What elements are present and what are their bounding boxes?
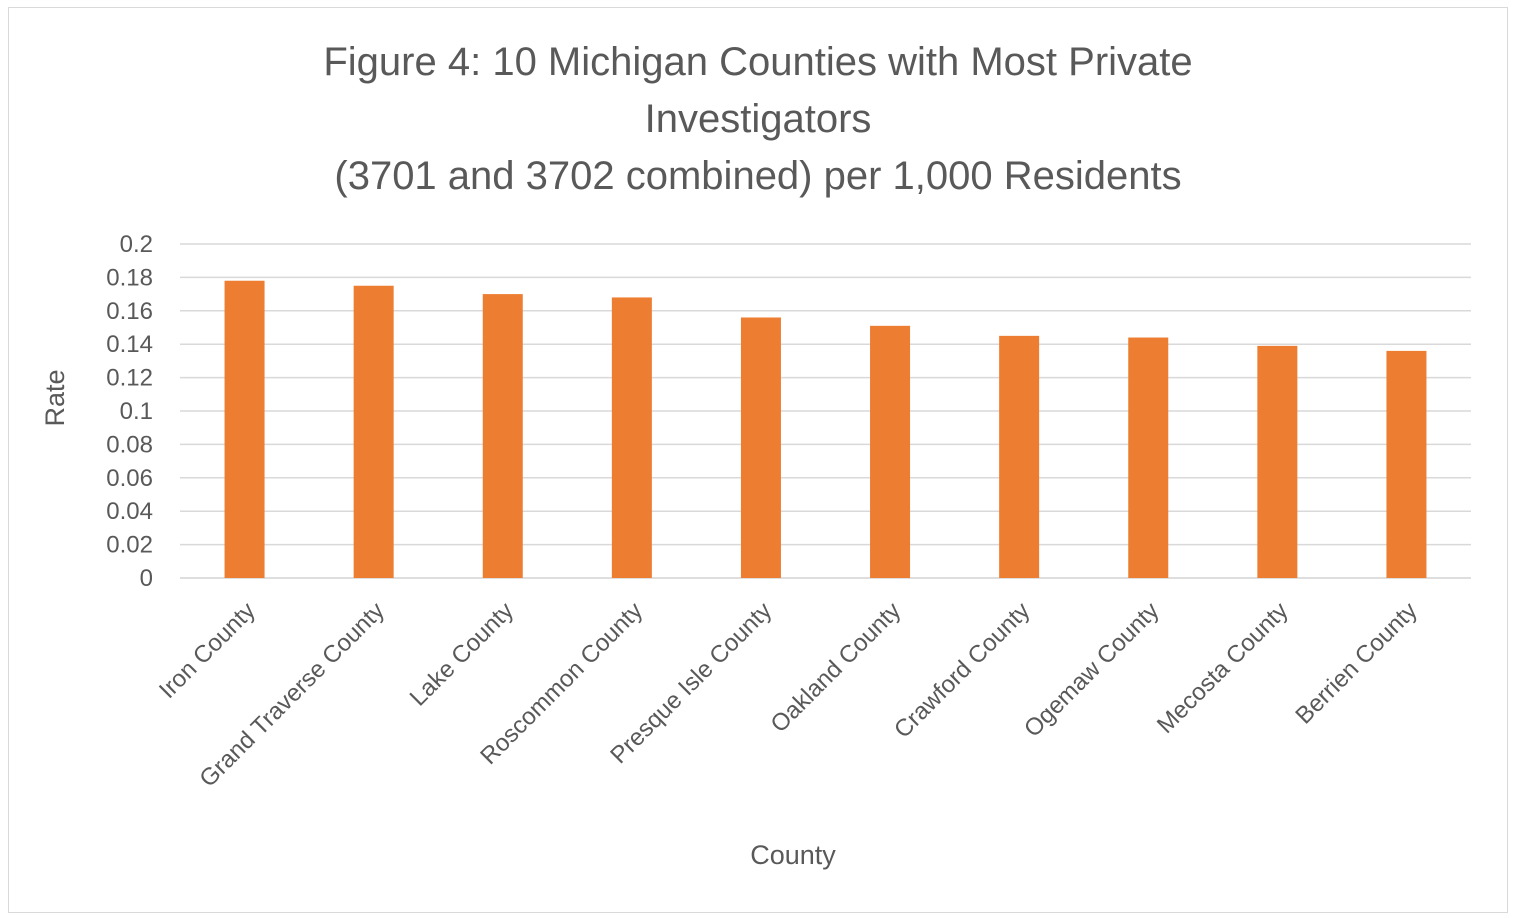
y-tick-label: 0.12 bbox=[106, 365, 153, 392]
y-tick-label: 0.04 bbox=[106, 498, 153, 525]
bar bbox=[870, 325, 911, 578]
bar bbox=[224, 280, 265, 578]
bar bbox=[482, 294, 523, 578]
y-tick-label: 0.2 bbox=[120, 231, 153, 258]
y-tick-label: 0.02 bbox=[106, 532, 153, 559]
bar bbox=[999, 335, 1040, 578]
x-tick-label: Berrien County bbox=[1290, 597, 1422, 729]
x-tick-label: Iron County bbox=[154, 597, 261, 704]
x-tick-label: Crawford County bbox=[889, 597, 1035, 743]
chart-title-line-1: Figure 4: 10 Michigan Counties with Most… bbox=[323, 40, 1192, 84]
chart-title-line-3: (3701 and 3702 combined) per 1,000 Resid… bbox=[334, 154, 1181, 198]
bar bbox=[740, 317, 781, 578]
x-axis-title: County bbox=[750, 840, 836, 870]
chart-title: Figure 4: 10 Michigan Counties with Most… bbox=[323, 40, 1192, 198]
gridlines bbox=[180, 243, 1471, 579]
y-tick-label: 0.06 bbox=[106, 465, 153, 492]
y-tick-label: 0.16 bbox=[106, 298, 153, 325]
y-tick-label: 0.08 bbox=[106, 431, 153, 458]
y-tick-label: 0.14 bbox=[106, 331, 153, 358]
y-tick-label: 0.18 bbox=[106, 264, 153, 291]
x-tick-label: Lake County bbox=[405, 597, 519, 711]
x-tick-label: Mecosta County bbox=[1152, 597, 1294, 739]
y-axis-title: Rate bbox=[40, 369, 70, 426]
bar bbox=[353, 285, 394, 578]
y-tick-label: 0.1 bbox=[120, 398, 153, 425]
y-axis-ticks: 0 0.02 0.04 0.06 0.08 0.1 0.12 0.14 0.16 0.18 0.2 bbox=[106, 231, 153, 592]
bar bbox=[1128, 337, 1169, 578]
bar bbox=[611, 297, 652, 578]
x-tick-label: Oakland County bbox=[766, 597, 907, 738]
bar bbox=[1257, 345, 1298, 578]
bar bbox=[1386, 350, 1427, 578]
x-tick-label: Ogemaw County bbox=[1019, 597, 1164, 742]
bars bbox=[224, 280, 1427, 578]
chart-title-line-2: Investigators bbox=[645, 97, 872, 141]
y-tick-label: 0 bbox=[140, 565, 153, 592]
